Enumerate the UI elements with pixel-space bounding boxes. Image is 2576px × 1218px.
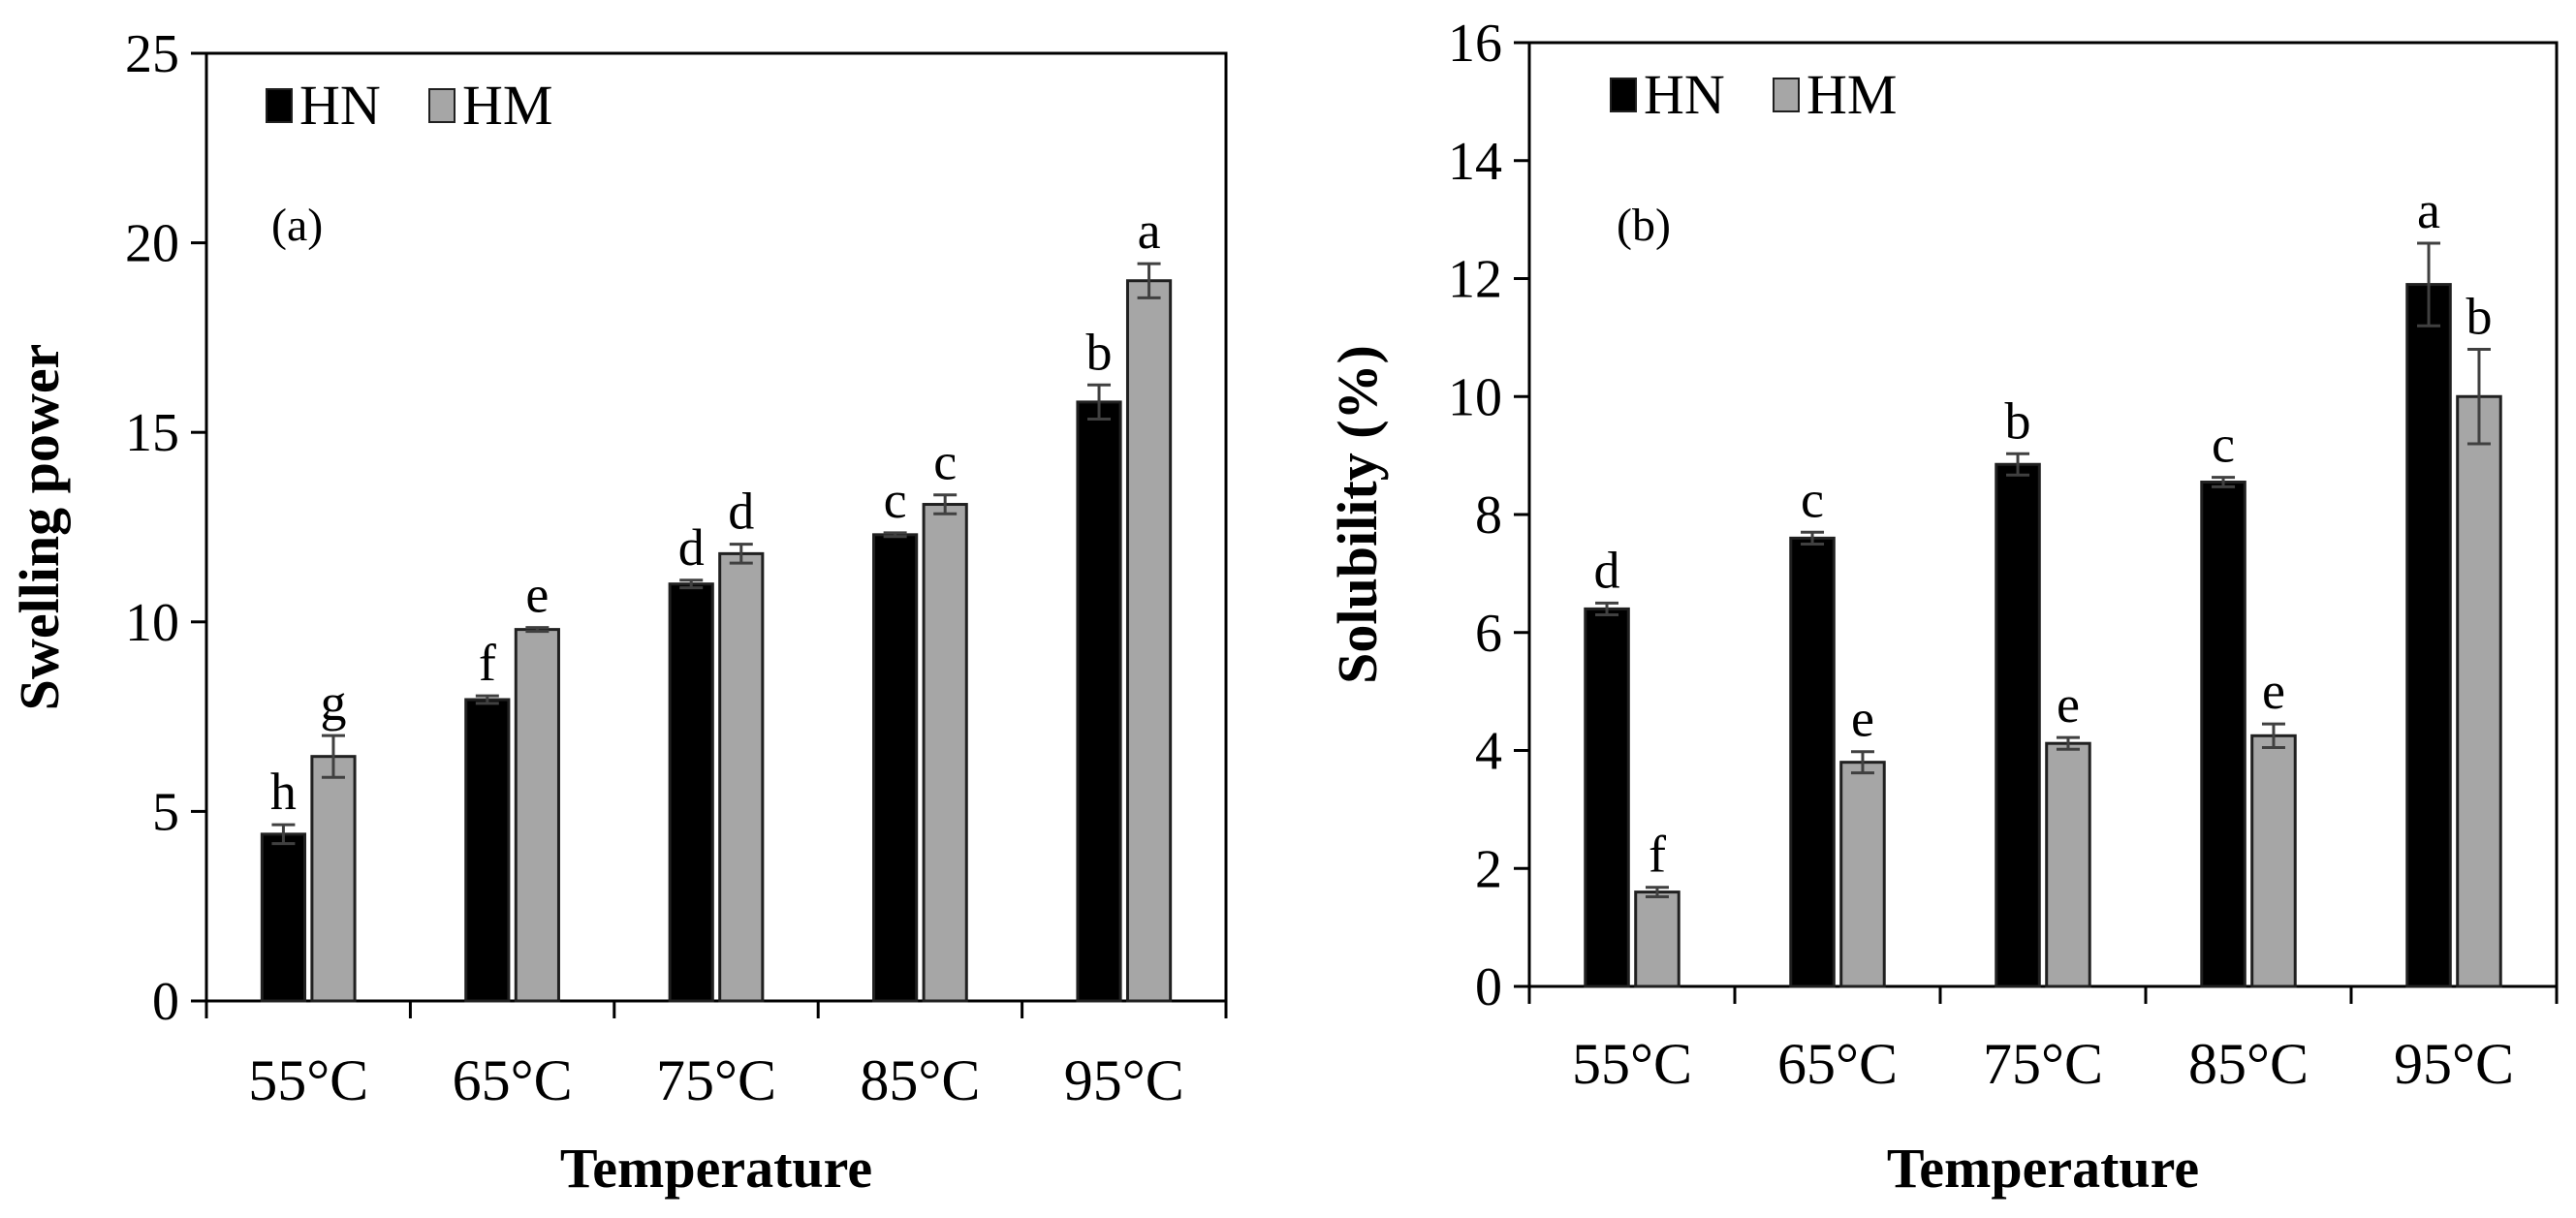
bar-HM — [2045, 741, 2091, 988]
x-category-label: 95°C — [1064, 1048, 1184, 1112]
significance-letter: b — [2466, 288, 2492, 346]
bar-HM — [2456, 394, 2502, 988]
bar-HN — [1995, 462, 2041, 988]
significance-letter: d — [728, 483, 754, 541]
bar-HM — [2250, 734, 2297, 988]
significance-letter: h — [270, 763, 297, 821]
bar-HM — [922, 503, 968, 1003]
legend-label-HN: HN — [299, 74, 381, 137]
bar-HN — [1789, 536, 1836, 988]
x-category-label: 75°C — [656, 1048, 776, 1112]
panel-b-solubility: 0 2 4 6 8 10 12 14 16 55°C 65°C 75°C 85°C 95°C d c b c a f e… — [1326, 14, 2559, 1200]
significance-letter: e — [525, 566, 549, 624]
y-tick-label: 4 — [1475, 722, 1502, 782]
x-category-label: 85°C — [2188, 1032, 2309, 1096]
y-tick-label: 6 — [1475, 604, 1502, 664]
legend-label-HM: HM — [462, 74, 552, 137]
y-tick-label: 2 — [1475, 839, 1502, 899]
bar-HN — [872, 533, 919, 1003]
x-category-label: 55°C — [1572, 1032, 1692, 1096]
significance-letter: d — [1594, 541, 1620, 599]
y-tick-label: 0 — [152, 972, 179, 1032]
legend-label-HM: HM — [1806, 63, 1897, 126]
significance-letter: c — [884, 471, 907, 529]
significance-letter: e — [2262, 662, 2285, 720]
x-category-label: 65°C — [1777, 1032, 1898, 1096]
significance-letter: b — [2005, 391, 2031, 450]
panel-label: (b) — [1617, 200, 1671, 251]
bar-HM — [514, 628, 560, 1003]
x-category-label: 95°C — [2394, 1032, 2514, 1096]
plot-frame — [1527, 41, 2559, 988]
legend-swatch-HN — [1610, 78, 1637, 112]
bar-HM — [1634, 890, 1681, 988]
x-category-label: 65°C — [453, 1048, 573, 1112]
y-tick-label: 5 — [152, 782, 179, 842]
legend-swatch-HM — [428, 88, 456, 123]
x-category-label: 85°C — [860, 1048, 980, 1112]
significance-letter: f — [479, 634, 496, 692]
x-axis-title: Temperature — [1887, 1137, 2199, 1200]
bar-HM — [1839, 761, 1886, 988]
y-tick-label: 14 — [1448, 132, 1502, 192]
bar-HN — [668, 582, 714, 1003]
bar-HN — [1076, 400, 1122, 1003]
significance-letter: e — [1851, 690, 1874, 748]
significance-letter: f — [1649, 826, 1666, 884]
bar-HN — [464, 698, 511, 1003]
x-category-label: 75°C — [1983, 1032, 2103, 1096]
bar-HN — [260, 832, 307, 1003]
significance-letter: d — [678, 518, 705, 577]
y-tick-label: 25 — [125, 24, 179, 84]
y-tick-label: 10 — [125, 593, 179, 653]
y-tick-label: 10 — [1448, 367, 1502, 427]
y-tick-label: 15 — [125, 403, 179, 463]
y-tick-label: 20 — [125, 214, 179, 274]
y-tick-label: 0 — [1475, 957, 1502, 1017]
bar-HN — [2200, 481, 2246, 988]
plot-frame — [204, 51, 1228, 1003]
legend-label-HN: HN — [1644, 63, 1725, 126]
bar-HM — [310, 755, 357, 1003]
significance-letter: c — [933, 433, 957, 491]
y-axis-title: Solubility (%) — [1326, 345, 1389, 684]
bar-HM — [718, 551, 765, 1003]
significance-letter: c — [2212, 416, 2235, 474]
y-tick-label: 12 — [1448, 250, 1502, 310]
bar-HN — [2405, 283, 2452, 988]
significance-letter: c — [1801, 470, 1824, 528]
significance-letter: e — [2057, 675, 2080, 734]
y-axis-title: Swelling power — [8, 344, 71, 711]
significance-letter: a — [2417, 181, 2440, 239]
panel-a-swelling-power: 0 5 10 15 20 25 55°C 65°C 75°C 85°C 95°C h f d c b g e d c a… — [8, 24, 1228, 1200]
significance-letter: b — [1086, 323, 1113, 381]
significance-letter: g — [320, 673, 346, 732]
x-axis-title: Temperature — [560, 1137, 872, 1200]
y-tick-label: 8 — [1475, 485, 1502, 546]
legend-swatch-HN — [266, 88, 293, 123]
legend-swatch-HM — [1773, 78, 1800, 112]
bar-HN — [1584, 607, 1630, 988]
significance-letter: a — [1138, 202, 1161, 260]
panel-label: (a) — [271, 200, 323, 251]
y-tick-label: 16 — [1448, 14, 1502, 74]
bar-HM — [1125, 279, 1173, 1003]
x-category-label: 55°C — [248, 1048, 368, 1112]
